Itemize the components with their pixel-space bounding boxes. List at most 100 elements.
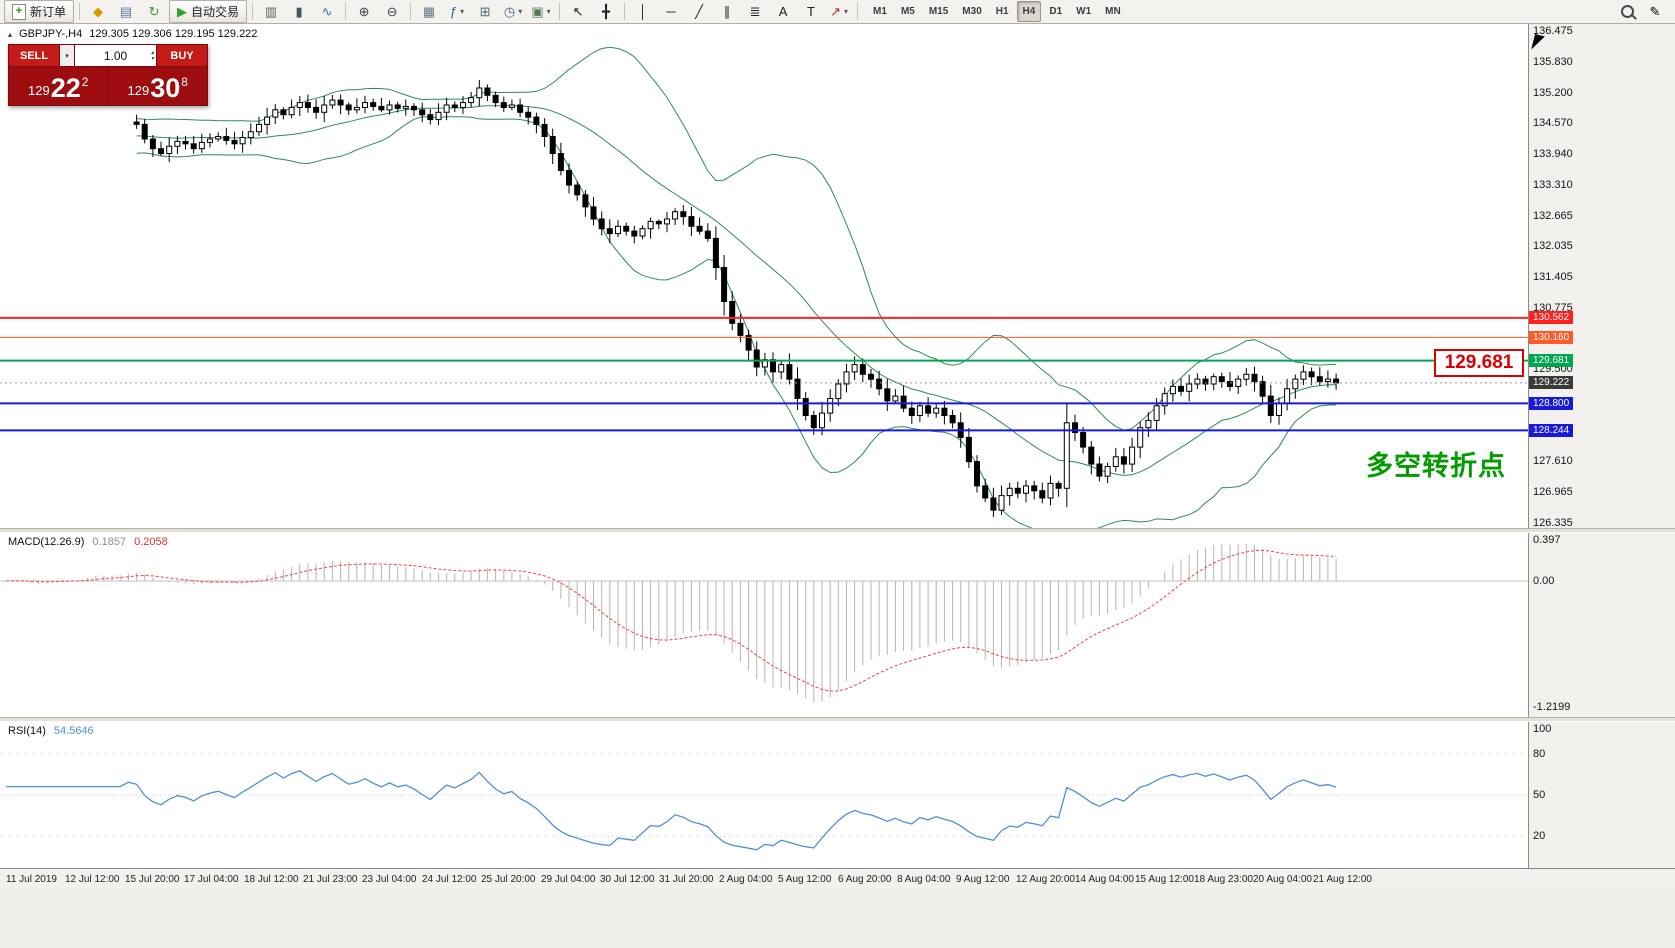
line-chart-icon: ∿ [321, 4, 333, 19]
dropdown-icon: ▾ [843, 7, 848, 16]
favorites-button[interactable]: ◆ [85, 0, 111, 23]
new-order-button[interactable]: + 新订单 [4, 0, 75, 23]
bollinger-bands [136, 46, 1337, 530]
text-label-button[interactable]: T [798, 0, 824, 23]
time-label: 31 Jul 20:00 [659, 874, 714, 885]
rsi-label: RSI(14) [8, 725, 46, 737]
timeframe-MN[interactable]: MN [1105, 6, 1121, 17]
macd-tick: -1.2199 [1533, 701, 1571, 713]
volume-spinner[interactable]: ▴ ▾ [151, 45, 154, 66]
volume-up-icon[interactable]: ▴ [150, 49, 154, 56]
price-axis[interactable]: 136.475 135.830 135.200 134.570 133.940 133.3… [1528, 24, 1675, 530]
horizontal-level-lines[interactable] [0, 316, 1528, 432]
time-axis[interactable]: 11 Jul 2019 12 Jul 12:00 15 Jul 20:00 17 Ju… [0, 868, 1675, 890]
buy-price-big: 30 [150, 73, 181, 103]
timeframe-H1[interactable]: H1 [995, 6, 1009, 17]
toolbar-separator [345, 3, 347, 20]
price-tick: 131.405 [1533, 271, 1573, 283]
toolbar-buttons: + 新订单 ◆ ▤ ↻ ▶ 自动交易 ▥ ▮ ∿ ⊕ ⊖ ▦ ƒ ▾ ⊞ ◷ ▾ ▣ ▾ ↖ ╋ │ ─ ╱ ∥ ≣ A T ↗ ▾ [3, 0, 853, 23]
arrows-button[interactable]: ↗ ▾ [826, 0, 852, 23]
timeframe-D1[interactable]: D1 [1049, 6, 1063, 17]
zoom-out-button[interactable]: ⊖ [379, 0, 405, 23]
sell-price-sup: 2 [81, 75, 89, 89]
timeframe-H4[interactable]: H4 [1016, 1, 1042, 22]
buy-price[interactable]: 129 30 8 [109, 67, 208, 106]
edit-button[interactable]: ✎ [1642, 0, 1668, 23]
pane-separator[interactable] [0, 717, 1675, 722]
time-label: 8 Aug 04:00 [897, 874, 951, 885]
new-order-button-label: 新订单 [30, 5, 67, 19]
cursor-button[interactable]: ↖ [565, 0, 591, 23]
time-label: 18 Aug 23:00 [1194, 874, 1253, 885]
search-button[interactable] [1614, 0, 1640, 23]
macd-histogram [13, 543, 1337, 703]
time-label: 14 Aug 04:00 [1075, 874, 1134, 885]
sell-price[interactable]: 129 22 2 [9, 67, 108, 106]
profiles-button[interactable]: ▤ [113, 0, 139, 23]
horizontal-line-button[interactable]: ─ [658, 0, 684, 23]
current-price-badge: 129.222 [1529, 376, 1574, 389]
symbol-title: GBPJPY-,H4 [19, 28, 83, 40]
dropdown-icon: ▾ [518, 7, 523, 16]
timeframe-M30[interactable]: M30 [962, 6, 982, 17]
period-button[interactable]: ◷ ▾ [500, 0, 526, 23]
rsi-tick: 80 [1533, 748, 1546, 760]
toolbar-separator [410, 3, 412, 20]
buy-button[interactable]: BUY [157, 45, 207, 66]
sell-price-big: 22 [50, 73, 81, 103]
refresh-button[interactable]: ↻ [141, 0, 167, 23]
vertical-line-button[interactable]: │ [630, 0, 656, 23]
time-label: 5 Aug 12:00 [778, 874, 832, 885]
tile-windows-button[interactable]: ⊞ [472, 0, 498, 23]
trendline-button[interactable]: ╱ [686, 0, 712, 23]
oneclick-collapse-icon[interactable]: ▴ [8, 29, 13, 39]
level-price-badge: 128.800 [1529, 397, 1574, 410]
fibonacci-button[interactable]: ≣ [742, 0, 768, 23]
candlestick-chart-button[interactable]: ▮ [286, 0, 312, 23]
period-icon: ◷ [503, 4, 516, 19]
line-chart-button[interactable]: ∿ [314, 0, 340, 23]
time-label: 24 Jul 12:00 [422, 874, 477, 885]
timeframe-W1[interactable]: W1 [1076, 6, 1092, 17]
price-tick: 133.310 [1533, 179, 1573, 191]
time-label: 18 Jul 12:00 [244, 874, 299, 885]
arrows-icon: ↗ [830, 4, 841, 19]
volume-dropdown[interactable]: ▾ [59, 45, 74, 66]
bar-chart-icon: ▥ [264, 4, 278, 19]
zoom-in-button[interactable]: ⊕ [351, 0, 377, 23]
indicators-button[interactable]: ƒ ▾ [444, 0, 470, 23]
symbol-ohlc: 129.305 129.306 129.195 129.222 [89, 28, 258, 40]
level-price-badge: 130.160 [1529, 331, 1574, 344]
timeframe-M5[interactable]: M5 [900, 6, 915, 17]
price-chart-canvas[interactable] [0, 24, 1528, 530]
price-tick: 132.035 [1533, 240, 1573, 252]
templates-button[interactable]: ▣ ▾ [528, 0, 554, 23]
price-tick: 135.200 [1533, 87, 1573, 99]
volume-down-icon[interactable]: ▾ [150, 55, 154, 62]
timeframe-M1[interactable]: M1 [873, 6, 887, 17]
crosshair-icon: ╋ [602, 4, 610, 19]
timeframe-M15[interactable]: M15 [928, 6, 949, 17]
price-alert-label[interactable]: 129.681 [1434, 349, 1524, 377]
rsi-pane: RSI(14) 54.5646 100 80 50 20 [0, 722, 1675, 868]
search-icon [1620, 5, 1634, 18]
price-tick: 127.610 [1533, 455, 1573, 467]
time-label: 20 Aug 04:00 [1253, 874, 1312, 885]
fibonacci-icon: ≣ [749, 4, 761, 19]
time-label: 6 Aug 20:00 [838, 874, 892, 885]
autotrade-button[interactable]: ▶ 自动交易 [169, 0, 248, 23]
sell-button[interactable]: SELL [9, 45, 59, 66]
text-button[interactable]: A [770, 0, 796, 23]
equidistant-channel-button[interactable]: ∥ [714, 0, 740, 23]
pane-separator[interactable] [0, 528, 1675, 533]
time-label: 21 Jul 23:00 [303, 874, 358, 885]
toolbar-separator [252, 3, 254, 20]
horizontal-line-icon: ─ [666, 4, 676, 19]
bar-chart-button[interactable]: ▥ [258, 0, 284, 23]
rsi-tick: 50 [1533, 789, 1546, 801]
time-label: 23 Jul 04:00 [362, 874, 417, 885]
crosshair-button[interactable]: ╋ [593, 0, 619, 23]
volume-input[interactable]: 1.00 ▴ ▾ [74, 45, 157, 66]
text-icon: A [778, 4, 788, 19]
grid-button[interactable]: ▦ [416, 0, 442, 23]
